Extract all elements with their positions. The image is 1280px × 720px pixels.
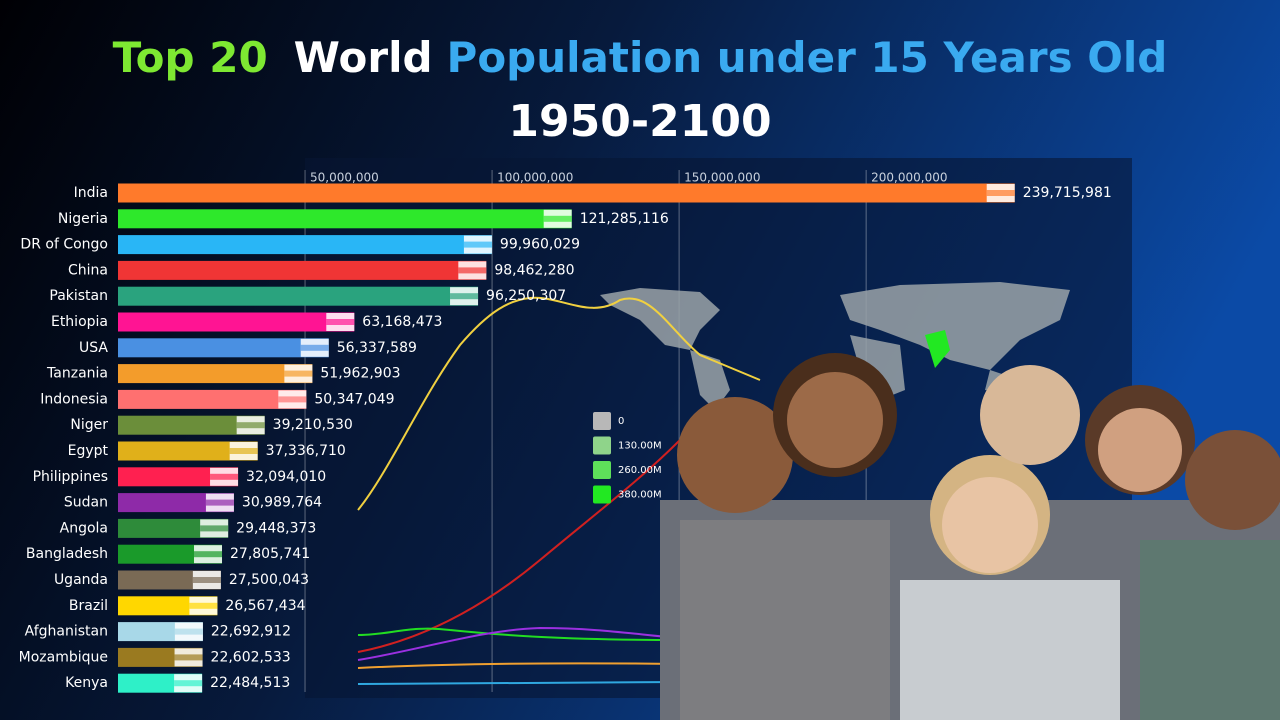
flag-band xyxy=(229,448,258,454)
legend-swatch xyxy=(593,436,611,455)
flag-band xyxy=(986,190,1015,196)
value-label: 39,210,530 xyxy=(273,417,353,433)
flag-band xyxy=(205,499,234,506)
chart-title: Top 20 World Population under 15 Years Old xyxy=(113,33,1168,82)
bar xyxy=(118,493,234,513)
flag-band xyxy=(189,602,218,609)
y-tick-label: Philippines xyxy=(33,469,108,485)
y-tick-label: Tanzania xyxy=(46,366,108,382)
value-label: 98,462,280 xyxy=(494,262,574,278)
y-tick-label: Indonesia xyxy=(40,391,108,407)
chart-subtitle: 1950-2100 xyxy=(508,96,771,147)
title-part: Population under 15 Years Old xyxy=(447,33,1168,82)
x-tick-label: 200,000,000 xyxy=(871,171,947,185)
value-label: 121,285,116 xyxy=(580,211,669,227)
value-label: 22,484,513 xyxy=(210,675,290,691)
bar xyxy=(118,286,479,306)
flag-band xyxy=(200,525,229,532)
y-tick-label: Bangladesh xyxy=(26,546,108,562)
value-label: 26,567,434 xyxy=(225,598,305,614)
y-tick-label: Sudan xyxy=(64,495,108,511)
legend-swatch xyxy=(593,412,611,430)
flag-band xyxy=(174,628,203,635)
value-label: 29,448,373 xyxy=(236,520,316,536)
flag-band xyxy=(284,370,313,377)
legend-label: 0 xyxy=(618,416,624,427)
value-label: 22,602,533 xyxy=(211,649,291,665)
flag-band xyxy=(174,654,203,661)
bar xyxy=(118,209,572,229)
flag-band xyxy=(543,215,572,222)
map-highlight xyxy=(925,330,950,368)
flag-band xyxy=(194,551,223,558)
children-photo xyxy=(660,353,1280,720)
title-part: World xyxy=(294,33,433,82)
value-label: 32,094,010 xyxy=(246,469,326,485)
value-label: 22,692,912 xyxy=(211,624,291,640)
value-label: 27,500,043 xyxy=(229,572,309,588)
flag-band xyxy=(463,241,492,248)
bar xyxy=(118,235,492,255)
legend-label: 260.00M xyxy=(618,465,662,476)
value-label: 37,336,710 xyxy=(266,443,346,459)
value-label: 27,805,741 xyxy=(230,546,310,562)
value-label: 51,962,903 xyxy=(320,366,400,382)
bar xyxy=(118,312,355,332)
y-tick-label: China xyxy=(68,262,108,278)
y-tick-label: Mozambique xyxy=(19,649,108,665)
y-tick-label: Kenya xyxy=(65,675,108,691)
flag-band xyxy=(326,319,355,325)
flag-band xyxy=(300,344,329,351)
legend-label: 380.00M xyxy=(618,490,662,501)
bar xyxy=(118,467,239,487)
y-tick-label: Angola xyxy=(60,520,108,536)
flag-band xyxy=(210,473,239,480)
bar xyxy=(118,183,1015,203)
x-tick-label: 100,000,000 xyxy=(497,171,573,185)
y-tick-label: Egypt xyxy=(68,443,109,459)
flag-band xyxy=(174,680,203,687)
legend-swatch xyxy=(593,485,611,504)
value-label: 99,960,029 xyxy=(500,237,580,253)
legend-swatch xyxy=(593,461,611,479)
value-label: 50,347,049 xyxy=(314,391,394,407)
title-part: Top 20 xyxy=(113,33,268,82)
y-tick-label: Ethiopia xyxy=(51,314,108,330)
y-tick-label: Uganda xyxy=(54,572,108,588)
bar xyxy=(118,364,313,384)
flag-band xyxy=(278,396,307,403)
trend-lines xyxy=(357,296,761,685)
y-tick-label: USA xyxy=(79,340,108,356)
value-label: 96,250,307 xyxy=(486,288,566,304)
y-tick-label: Niger xyxy=(70,417,108,433)
y-tick-label: Nigeria xyxy=(58,211,108,227)
flag-band xyxy=(192,577,221,583)
bar xyxy=(118,389,307,409)
x-tick-label: 50,000,000 xyxy=(310,171,379,185)
flag-band xyxy=(236,422,265,429)
y-tick-label: Pakistan xyxy=(49,288,108,304)
bar xyxy=(118,338,329,358)
flag-band xyxy=(450,293,479,300)
bar xyxy=(118,415,265,435)
y-tick-label: Afghanistan xyxy=(25,624,108,640)
value-label: 56,337,589 xyxy=(337,340,417,356)
bar xyxy=(118,441,258,461)
value-label: 30,989,764 xyxy=(242,495,322,511)
value-label: 239,715,981 xyxy=(1023,185,1112,201)
y-tick-label: Brazil xyxy=(69,598,108,614)
y-tick-label: DR of Congo xyxy=(20,237,108,253)
y-tick-label: India xyxy=(74,185,108,201)
value-label: 63,168,473 xyxy=(362,314,442,330)
legend-label: 130.00M xyxy=(618,441,662,452)
bar xyxy=(118,260,487,280)
x-tick-label: 150,000,000 xyxy=(684,171,760,185)
flag-band xyxy=(458,267,487,274)
world-map xyxy=(600,282,1070,410)
